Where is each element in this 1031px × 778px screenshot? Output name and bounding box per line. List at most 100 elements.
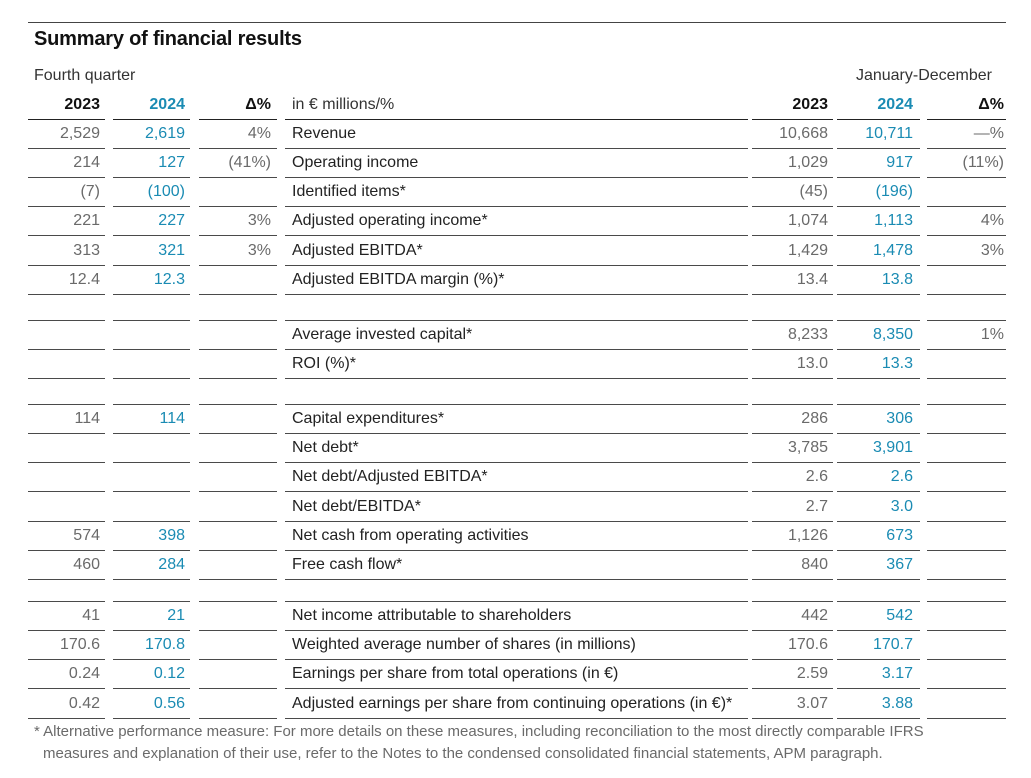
header-q-delta: Δ% [245, 96, 271, 113]
row-rule [113, 378, 190, 379]
cell-y-2024: 3.17 [881, 665, 913, 682]
spacer-rule [28, 404, 105, 405]
row-rule [752, 294, 833, 295]
cell-y-delta: 4% [980, 212, 1004, 229]
row-rule [113, 521, 190, 522]
row-rule [199, 718, 277, 719]
row-rule [199, 521, 277, 522]
row-rule [113, 462, 190, 463]
cell-q-2024: 2,619 [144, 125, 185, 142]
row-rule [837, 235, 920, 236]
cell-y-2023: 3,785 [787, 439, 828, 456]
row-rule [752, 659, 833, 660]
cell-y-delta: 3% [980, 242, 1004, 259]
row-rule [199, 378, 277, 379]
cell-q-2024: 127 [158, 154, 185, 171]
cell-q-2024: 398 [158, 527, 185, 544]
spacer-rule [837, 601, 920, 602]
cell-y-2023: 1,074 [787, 212, 828, 229]
spacer-rule [837, 320, 920, 321]
cell-y-delta: —% [973, 125, 1004, 142]
header-y-delta: Δ% [978, 96, 1004, 113]
row-rule [199, 206, 277, 207]
header-rule [199, 119, 277, 120]
top-rule [28, 22, 1006, 23]
spacer-rule [113, 404, 190, 405]
spacer-rule [199, 601, 277, 602]
cell-y-2024: 367 [886, 556, 913, 573]
row-rule [285, 206, 748, 207]
row-rule [28, 206, 105, 207]
row-rule [199, 688, 277, 689]
row-rule [285, 349, 748, 350]
header-y-2024: 2024 [877, 96, 913, 113]
cell-y-delta: 1% [980, 326, 1004, 343]
row-rule [927, 378, 1006, 379]
row-rule [199, 659, 277, 660]
row-rule [113, 659, 190, 660]
cell-y-2024: 542 [886, 607, 913, 624]
row-rule [752, 688, 833, 689]
row-rule [837, 265, 920, 266]
row-rule [199, 349, 277, 350]
row-rule [927, 148, 1006, 149]
spacer-rule [285, 601, 748, 602]
row-rule [113, 349, 190, 350]
row-rule [837, 718, 920, 719]
cell-q-delta: 3% [247, 242, 271, 259]
spacer-rule [285, 320, 748, 321]
cell-y-2024: 3,901 [872, 439, 913, 456]
row-rule [837, 433, 920, 434]
row-label: Net debt/EBITDA* [292, 498, 421, 515]
row-rule [28, 148, 105, 149]
row-rule [28, 177, 105, 178]
row-rule [285, 177, 748, 178]
row-rule [837, 378, 920, 379]
cell-y-2023: 1,126 [787, 527, 828, 544]
row-rule [28, 235, 105, 236]
row-rule [927, 265, 1006, 266]
row-label: Free cash flow* [292, 556, 403, 573]
row-rule [752, 579, 833, 580]
row-rule [113, 265, 190, 266]
footnote-line-2: measures and explanation of their use, r… [43, 745, 883, 762]
row-rule [927, 349, 1006, 350]
spacer-rule [113, 320, 190, 321]
cell-y-2024: 917 [886, 154, 913, 171]
row-rule [28, 462, 105, 463]
row-rule [285, 718, 748, 719]
row-rule [28, 718, 105, 719]
spacer-rule [28, 601, 105, 602]
row-rule [113, 579, 190, 580]
spacer-rule [28, 320, 105, 321]
row-rule [752, 148, 833, 149]
header-label: in € millions/% [292, 96, 395, 113]
cell-q-2024: 12.3 [153, 271, 185, 288]
row-rule [752, 349, 833, 350]
row-rule [199, 462, 277, 463]
cell-q-2023: 313 [73, 242, 100, 259]
row-rule [285, 294, 748, 295]
row-rule [113, 177, 190, 178]
row-rule [927, 235, 1006, 236]
row-rule [752, 550, 833, 551]
row-rule [837, 550, 920, 551]
row-rule [837, 630, 920, 631]
cell-y-2024: 13.3 [881, 355, 913, 372]
header-rule [927, 119, 1006, 120]
row-rule [927, 294, 1006, 295]
row-rule [199, 630, 277, 631]
cell-q-2024: 21 [167, 607, 185, 624]
row-rule [927, 206, 1006, 207]
cell-y-2024: 3.0 [890, 498, 913, 515]
header-rule [752, 119, 833, 120]
row-rule [28, 433, 105, 434]
row-rule [837, 462, 920, 463]
row-rule [927, 579, 1006, 580]
cell-y-2023: 286 [801, 410, 828, 427]
row-rule [28, 659, 105, 660]
cell-y-2024: 1,113 [874, 212, 913, 229]
row-rule [837, 177, 920, 178]
row-rule [752, 433, 833, 434]
row-rule [113, 294, 190, 295]
